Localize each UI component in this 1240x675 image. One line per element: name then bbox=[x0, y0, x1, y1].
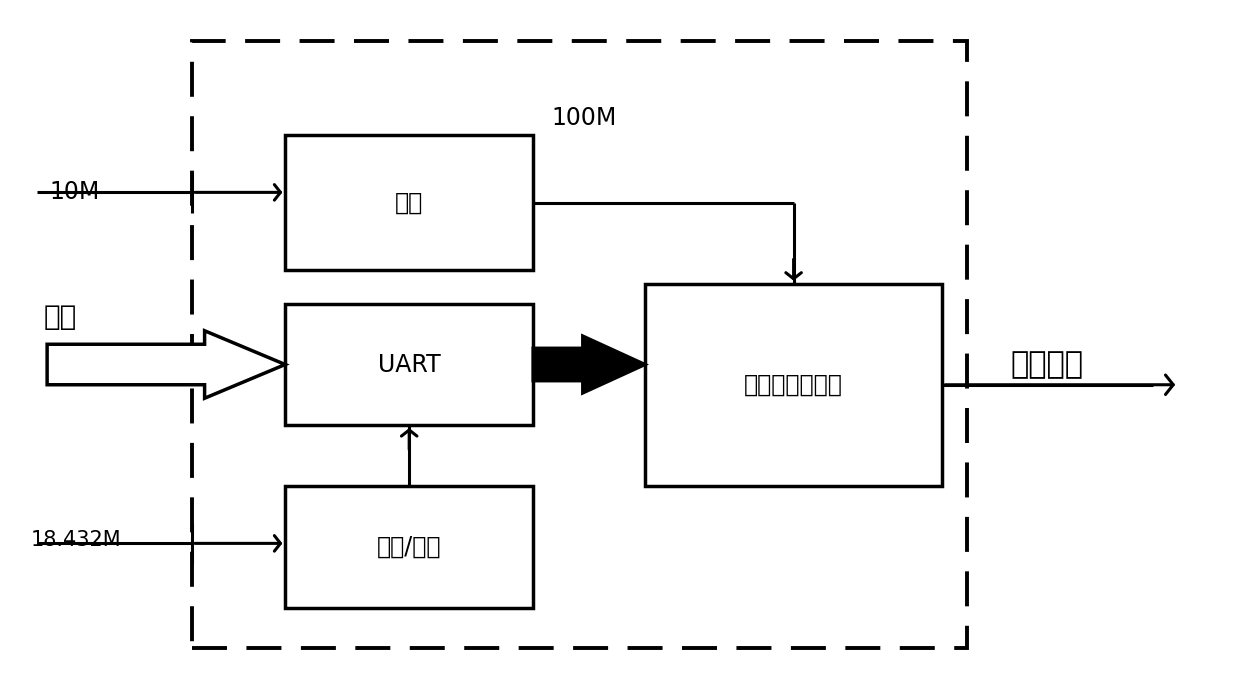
Text: 18.432M: 18.432M bbox=[31, 530, 122, 550]
Text: 倍频/分频: 倍频/分频 bbox=[377, 535, 441, 559]
Bar bbox=[285, 486, 533, 608]
Bar bbox=[645, 284, 942, 486]
Text: 10M: 10M bbox=[50, 180, 100, 205]
Text: 命令: 命令 bbox=[43, 303, 77, 331]
Polygon shape bbox=[533, 336, 645, 393]
Bar bbox=[285, 304, 533, 425]
Bar bbox=[192, 40, 967, 648]
Text: 100M: 100M bbox=[552, 106, 618, 130]
Text: UART: UART bbox=[378, 352, 440, 377]
Text: 发射脉冲产生器: 发射脉冲产生器 bbox=[744, 373, 843, 397]
Text: 倍频: 倍频 bbox=[396, 190, 423, 215]
Bar bbox=[285, 135, 533, 270]
Polygon shape bbox=[47, 331, 285, 398]
Text: 发射脉冲: 发射脉冲 bbox=[1011, 350, 1084, 379]
